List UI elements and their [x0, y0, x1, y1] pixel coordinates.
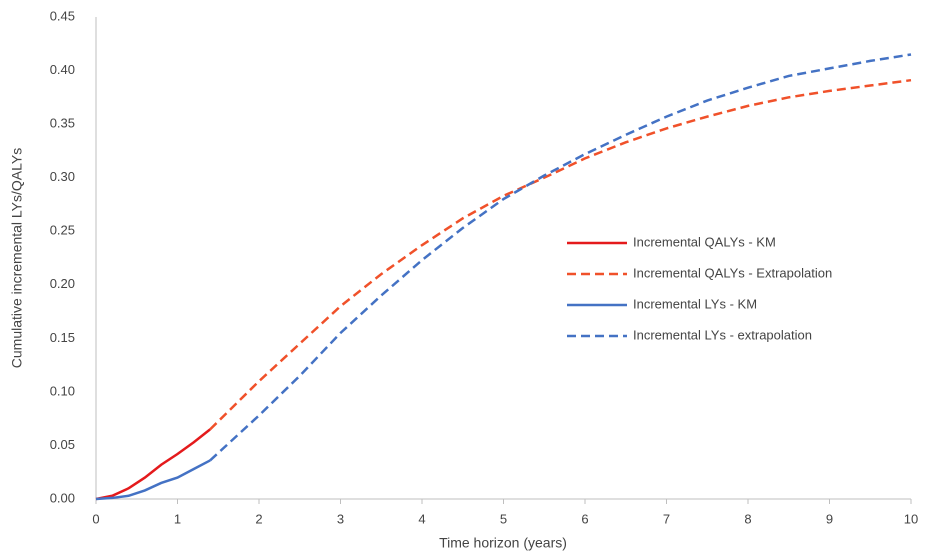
x-tick-label: 9	[826, 511, 833, 526]
x-tick-label: 1	[174, 511, 181, 526]
y-tick-label: 0.35	[50, 116, 75, 131]
legend-label: Incremental LYs - extrapolation	[633, 327, 812, 342]
y-tick-label: 0.15	[50, 330, 75, 345]
y-tick-label: 0.40	[50, 62, 75, 77]
series-line	[209, 53, 912, 462]
series-line	[95, 428, 211, 501]
y-tick-label: 0.30	[50, 169, 75, 184]
x-tick-label: 6	[581, 511, 588, 526]
x-tick-label: 3	[337, 511, 344, 526]
x-tick-label: 8	[744, 511, 751, 526]
x-tick-label: 2	[255, 511, 262, 526]
x-axis-title: Time horizon (years)	[439, 535, 567, 551]
y-tick-label: 0.05	[50, 437, 75, 452]
series-line	[95, 459, 211, 501]
series-line	[209, 78, 912, 431]
x-tick-label: 0	[92, 511, 99, 526]
legend-label: Incremental QALYs - KM	[633, 234, 776, 249]
y-tick-label: 0.00	[50, 490, 75, 505]
legend-label: Incremental LYs - KM	[633, 296, 757, 311]
y-tick-label: 0.20	[50, 276, 75, 291]
y-tick-label: 0.25	[50, 223, 75, 238]
legend-label: Incremental QALYs - Extrapolation	[633, 265, 832, 280]
y-tick-label: 0.45	[50, 8, 75, 23]
x-tick-label: 10	[904, 511, 918, 526]
x-tick-label: 4	[418, 511, 425, 526]
x-tick-label: 5	[500, 511, 507, 526]
x-tick-label: 7	[663, 511, 670, 526]
y-axis-title: Cumulative incremental LYs/QALYs	[9, 148, 25, 368]
y-tick-label: 0.10	[50, 383, 75, 398]
